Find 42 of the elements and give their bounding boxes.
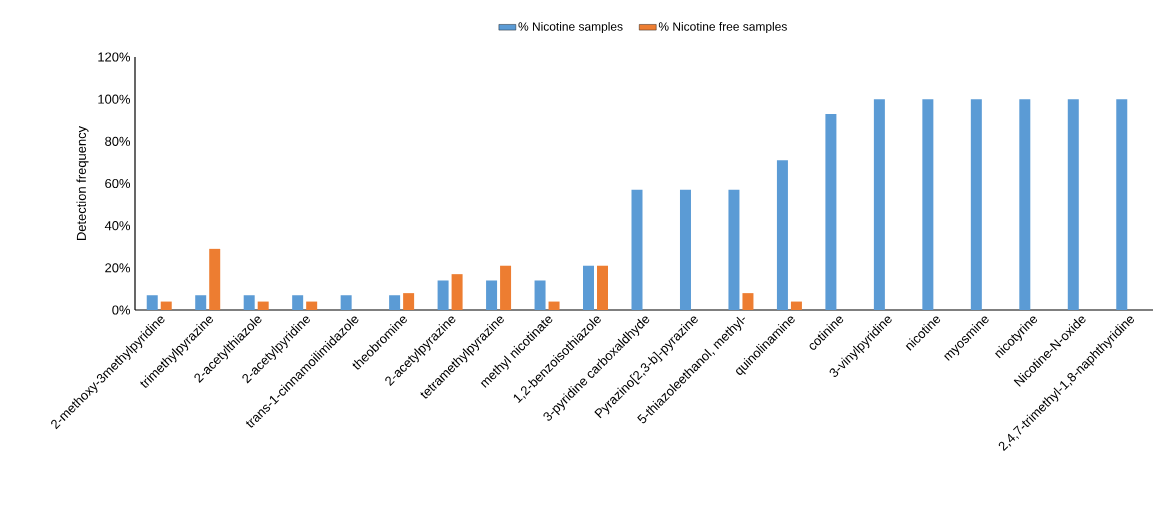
bar: [790, 301, 802, 310]
y-tick-label: 20%: [105, 263, 131, 273]
bar: [534, 280, 546, 310]
bar: [486, 280, 498, 310]
bar: [437, 280, 449, 310]
legend-label: % Nicotine free samples: [658, 21, 787, 34]
bar: [257, 301, 269, 310]
y-axis-title: Detection frequency: [76, 125, 89, 241]
bar: [340, 295, 352, 310]
bar: [631, 189, 643, 310]
legend-label: % Nicotine samples: [518, 21, 623, 34]
bar: [742, 293, 754, 310]
bar: [548, 301, 560, 310]
y-tick-label: 0%: [112, 305, 131, 315]
y-tick-label: 40%: [104, 221, 131, 231]
bar: [597, 265, 609, 310]
bar: [776, 160, 788, 310]
bar: [922, 99, 934, 310]
bar: [679, 189, 691, 310]
bar: [825, 113, 837, 310]
bar: [970, 99, 982, 310]
bar: [451, 274, 463, 310]
y-tick-label: 80%: [105, 136, 131, 146]
bar: [728, 189, 740, 310]
bar: [403, 293, 415, 310]
bar: [1019, 99, 1031, 310]
bar: [389, 295, 401, 310]
bar: [243, 295, 255, 310]
y-tick-label: 100%: [98, 94, 131, 104]
bar: [1067, 99, 1079, 310]
bar: [209, 248, 221, 310]
bar: [306, 301, 318, 310]
bar: [195, 295, 207, 310]
y-tick-label: 120%: [98, 52, 131, 62]
bar: [146, 295, 158, 310]
bar: [500, 265, 512, 310]
y-tick-label: 60%: [105, 178, 131, 189]
bar: [873, 99, 885, 310]
bar: [583, 265, 595, 310]
bar: [160, 301, 172, 310]
bar: [1116, 99, 1128, 310]
bar: [292, 295, 304, 310]
